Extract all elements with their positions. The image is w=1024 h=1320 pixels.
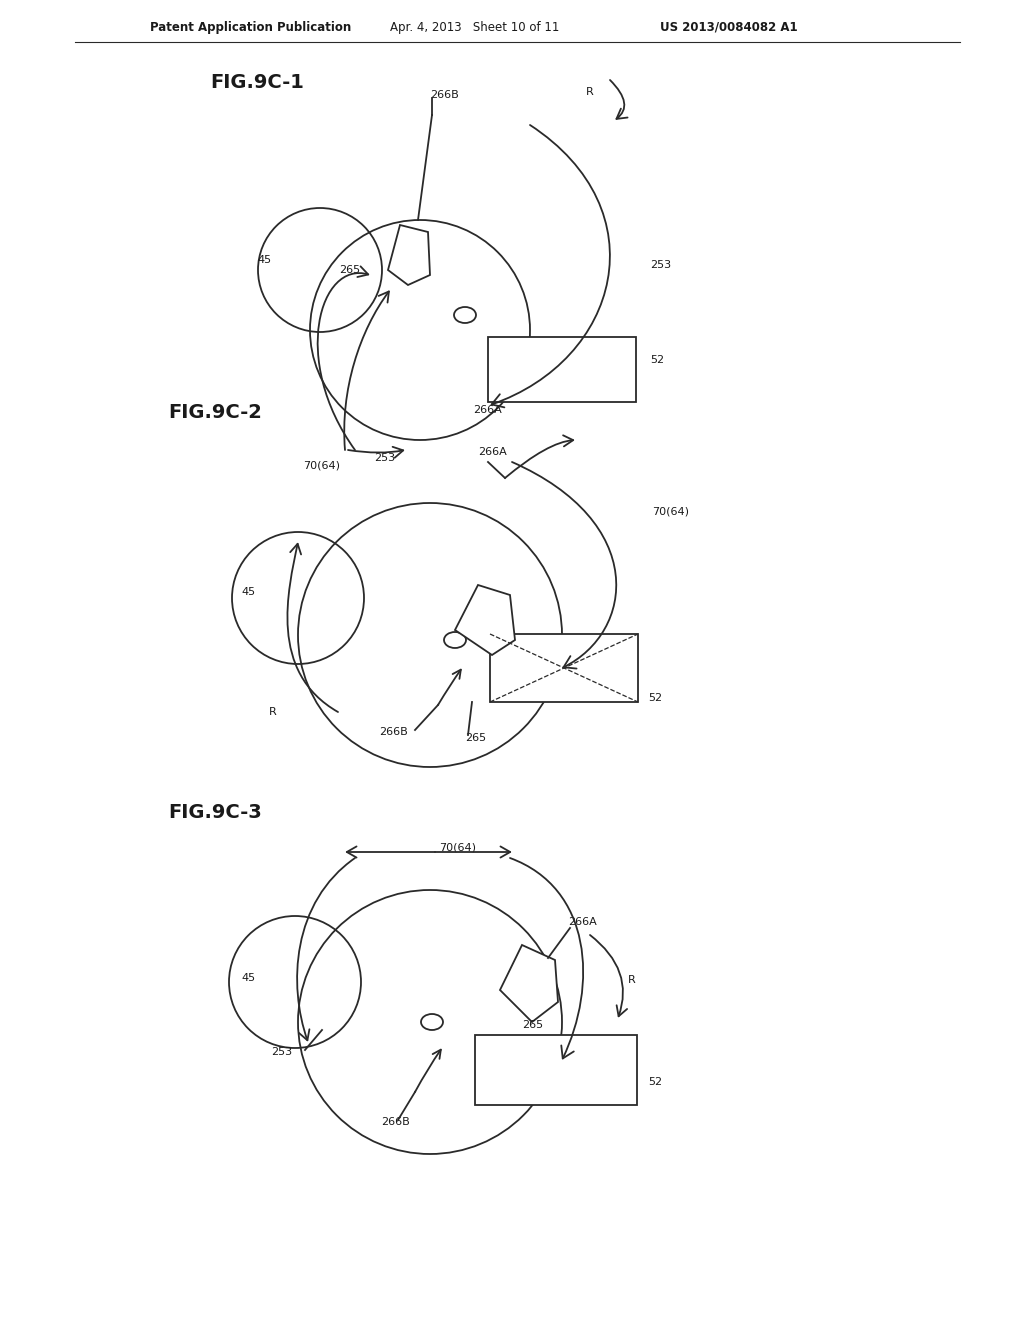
Polygon shape (500, 945, 558, 1022)
Text: 45: 45 (241, 973, 255, 983)
Text: 265: 265 (465, 733, 486, 743)
Text: 265: 265 (522, 1020, 543, 1030)
Text: FIG.9C-2: FIG.9C-2 (168, 403, 262, 421)
FancyArrowPatch shape (512, 462, 616, 668)
Text: 253: 253 (271, 1047, 292, 1057)
Text: FIG.9C-1: FIG.9C-1 (210, 73, 304, 91)
Text: 253: 253 (375, 453, 395, 463)
FancyArrowPatch shape (297, 858, 355, 1040)
FancyArrowPatch shape (348, 446, 403, 458)
FancyArrowPatch shape (344, 292, 389, 450)
Text: 52: 52 (648, 1077, 663, 1086)
Text: 266A: 266A (568, 917, 597, 927)
Text: FIG.9C-3: FIG.9C-3 (168, 803, 262, 821)
Text: R: R (628, 975, 636, 985)
Bar (475, 1035, 637, 1105)
Text: R: R (269, 708, 276, 717)
Text: 265: 265 (339, 265, 360, 275)
FancyArrowPatch shape (510, 858, 584, 1059)
Bar (488, 337, 636, 403)
Text: US 2013/0084082 A1: US 2013/0084082 A1 (660, 21, 798, 33)
Bar (490, 634, 638, 702)
Polygon shape (455, 585, 515, 655)
Text: 70(64): 70(64) (439, 843, 476, 853)
FancyArrowPatch shape (438, 669, 461, 705)
Text: 253: 253 (650, 260, 671, 271)
Text: Patent Application Publication: Patent Application Publication (150, 21, 351, 33)
Text: 45: 45 (258, 255, 272, 265)
Polygon shape (388, 224, 430, 285)
Text: 52: 52 (650, 355, 665, 366)
Text: 52: 52 (648, 693, 663, 704)
Text: Apr. 4, 2013   Sheet 10 of 11: Apr. 4, 2013 Sheet 10 of 11 (390, 21, 559, 33)
FancyArrowPatch shape (610, 81, 628, 119)
FancyArrowPatch shape (288, 544, 338, 711)
Text: 70(64): 70(64) (652, 507, 689, 517)
Text: R: R (586, 87, 594, 96)
Text: 266A: 266A (478, 447, 507, 457)
Text: 266B: 266B (430, 90, 459, 100)
FancyArrowPatch shape (505, 436, 573, 478)
FancyArrowPatch shape (435, 846, 510, 858)
FancyArrowPatch shape (317, 267, 369, 450)
FancyArrowPatch shape (347, 846, 435, 858)
Text: 266B: 266B (379, 727, 408, 737)
FancyArrowPatch shape (415, 1049, 441, 1092)
Text: 266A: 266A (474, 405, 503, 414)
Text: 266B: 266B (381, 1117, 410, 1127)
Text: 45: 45 (241, 587, 255, 597)
FancyArrowPatch shape (492, 125, 610, 408)
Text: 70(64): 70(64) (303, 459, 341, 470)
FancyArrowPatch shape (590, 935, 627, 1016)
